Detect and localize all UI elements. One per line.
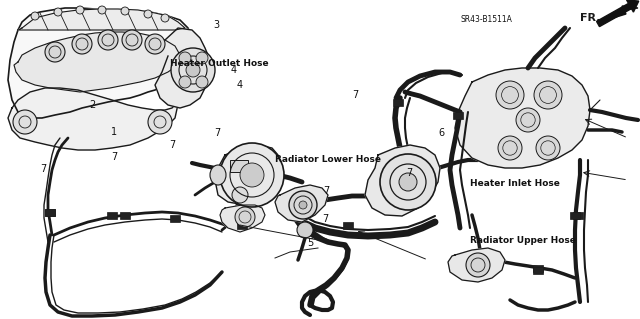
Circle shape — [299, 201, 307, 209]
Text: 3: 3 — [213, 20, 220, 30]
Polygon shape — [14, 32, 180, 92]
Text: 7: 7 — [406, 168, 413, 178]
Text: 6: 6 — [438, 128, 445, 138]
Bar — [230, 160, 248, 172]
Circle shape — [54, 8, 62, 16]
Circle shape — [98, 30, 118, 50]
Polygon shape — [448, 248, 505, 282]
Circle shape — [399, 173, 417, 191]
Circle shape — [297, 222, 313, 238]
Bar — [107, 211, 117, 219]
Circle shape — [466, 253, 490, 277]
Text: Heater Inlet Hose: Heater Inlet Hose — [470, 179, 560, 188]
Text: 7: 7 — [323, 186, 330, 196]
Circle shape — [13, 110, 37, 134]
Polygon shape — [275, 185, 328, 222]
Text: 7: 7 — [322, 214, 328, 225]
Circle shape — [186, 63, 200, 77]
Polygon shape — [8, 8, 192, 118]
Circle shape — [45, 42, 65, 62]
Text: 4: 4 — [237, 80, 243, 91]
Circle shape — [148, 110, 172, 134]
Polygon shape — [155, 28, 210, 108]
Bar — [453, 112, 463, 118]
Bar — [533, 266, 543, 273]
Bar — [237, 221, 247, 228]
Circle shape — [220, 143, 284, 207]
Polygon shape — [18, 9, 185, 30]
Bar — [120, 211, 130, 219]
Circle shape — [196, 52, 208, 64]
Circle shape — [289, 191, 317, 219]
Ellipse shape — [210, 165, 226, 185]
Polygon shape — [220, 205, 265, 232]
Circle shape — [232, 187, 248, 203]
Bar — [570, 211, 580, 219]
Text: 7: 7 — [352, 90, 358, 100]
Circle shape — [121, 7, 129, 15]
Bar — [573, 211, 583, 219]
Polygon shape — [215, 145, 280, 205]
Circle shape — [144, 10, 152, 18]
Polygon shape — [8, 88, 180, 150]
Circle shape — [31, 12, 39, 20]
Bar — [45, 209, 55, 216]
Text: 7: 7 — [111, 152, 117, 162]
Circle shape — [72, 34, 92, 54]
Bar — [343, 221, 353, 228]
Bar — [393, 99, 403, 106]
Text: 4: 4 — [230, 64, 237, 75]
Circle shape — [196, 76, 208, 88]
Circle shape — [536, 136, 560, 160]
Polygon shape — [455, 68, 590, 168]
Bar — [533, 264, 543, 271]
Circle shape — [240, 163, 264, 187]
Bar — [170, 214, 180, 221]
Circle shape — [235, 207, 255, 227]
Circle shape — [98, 6, 106, 14]
Text: SR43-B1511A: SR43-B1511A — [461, 15, 513, 24]
Text: 7: 7 — [40, 164, 47, 174]
Circle shape — [145, 34, 165, 54]
Circle shape — [380, 154, 436, 210]
Circle shape — [122, 30, 142, 50]
Bar — [45, 209, 55, 216]
Text: FR.: FR. — [580, 13, 600, 23]
Text: Radiator Lower Hose: Radiator Lower Hose — [275, 155, 381, 164]
Polygon shape — [365, 145, 440, 216]
Text: Radiator Upper Hose: Radiator Upper Hose — [470, 236, 576, 245]
Text: 7: 7 — [170, 139, 176, 150]
Text: Heater Outlet Hose: Heater Outlet Hose — [170, 59, 268, 68]
FancyArrow shape — [596, 0, 639, 26]
Circle shape — [171, 48, 215, 92]
Text: 1: 1 — [111, 127, 117, 137]
Circle shape — [516, 108, 540, 132]
Circle shape — [161, 14, 169, 22]
Circle shape — [76, 6, 84, 14]
Circle shape — [498, 136, 522, 160]
Text: 7: 7 — [214, 128, 221, 138]
Text: 5: 5 — [307, 238, 314, 248]
Circle shape — [534, 81, 562, 109]
Circle shape — [179, 76, 191, 88]
Circle shape — [496, 81, 524, 109]
Circle shape — [179, 52, 191, 64]
Polygon shape — [600, 5, 638, 22]
Text: 2: 2 — [90, 100, 96, 110]
